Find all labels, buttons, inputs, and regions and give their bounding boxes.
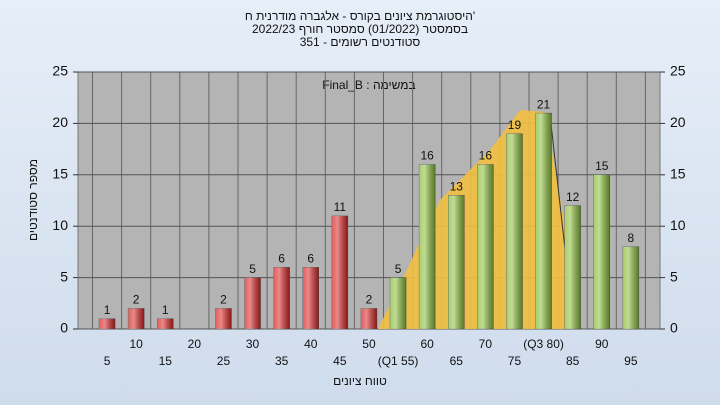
- x-tick-label: 95: [624, 354, 638, 368]
- value-label: 1: [104, 303, 111, 317]
- x-tick-label: 25: [217, 354, 231, 368]
- x-tick-label: 60: [420, 337, 434, 351]
- bar-shade: [390, 277, 407, 329]
- value-label: 11: [334, 200, 347, 214]
- y-tick-label: 5: [60, 268, 68, 284]
- bar-shade: [506, 133, 523, 329]
- chart-subtitle: סטודנטים רשומים - 351: [300, 35, 421, 49]
- y2-tick-label: 5: [670, 268, 678, 284]
- x-tick-label: 40: [304, 337, 318, 351]
- x-tick-label: 70: [479, 337, 493, 351]
- y2-tick-label: 10: [670, 217, 686, 233]
- x-axis-label: טווח ציונים: [333, 374, 387, 388]
- y-axis-label: מספר סטודנטים: [26, 159, 40, 241]
- value-label: 6: [278, 251, 285, 265]
- bar-shade: [477, 164, 494, 329]
- value-label: 13: [450, 180, 464, 194]
- y-tick-label: 15: [52, 166, 68, 182]
- value-label: 16: [420, 149, 434, 163]
- bar-shade: [622, 246, 639, 329]
- y2-tick-label: 20: [670, 114, 686, 130]
- value-label: 2: [220, 293, 227, 307]
- x-tick-label: 35: [275, 354, 289, 368]
- x-tick-label: 75: [508, 354, 522, 368]
- y-tick-label: 20: [52, 114, 68, 130]
- bar-shade: [593, 174, 610, 329]
- bar-shade: [448, 195, 465, 329]
- value-label: 6: [307, 251, 314, 265]
- bar-shade: [564, 205, 581, 329]
- value-label: 5: [249, 262, 256, 276]
- y-tick-label: 25: [52, 63, 68, 79]
- bar-shade: [244, 277, 261, 329]
- x-tick-label: 45: [333, 354, 347, 368]
- x-tick-label: 30: [246, 337, 260, 351]
- value-label: 15: [595, 159, 609, 173]
- x-tick-label: 50: [362, 337, 376, 351]
- y2-tick-label: 15: [670, 166, 686, 182]
- x-tick-label: 90: [595, 337, 609, 351]
- bar-shade: [419, 164, 436, 329]
- y-tick-label: 0: [60, 320, 68, 336]
- quartile-line: [549, 114, 567, 259]
- bar-shade: [273, 267, 290, 329]
- value-label: 1: [162, 303, 169, 317]
- x-tick-label: 15: [159, 354, 173, 368]
- value-label: 19: [508, 118, 522, 132]
- y-tick-label: 10: [52, 217, 68, 233]
- x-tick-label: 5: [104, 354, 111, 368]
- bar-shade: [157, 318, 174, 329]
- bar-shade: [215, 308, 232, 329]
- value-label: 16: [479, 149, 493, 163]
- value-label: 5: [395, 262, 402, 276]
- y2-tick-label: 25: [670, 63, 686, 79]
- annotation: במשימה : Final_B: [322, 78, 415, 92]
- value-label: 2: [366, 293, 373, 307]
- value-label: 8: [628, 231, 635, 245]
- bar-shade: [99, 318, 116, 329]
- bar-shade: [331, 215, 348, 329]
- value-label: 21: [537, 97, 551, 111]
- x-tick-label: (Q3 80): [523, 337, 564, 351]
- bar-shade: [302, 267, 319, 329]
- chart-subtitle: בסמסטר (01/2022) סמסטר חורף 2022/23: [252, 22, 468, 36]
- bar-shade: [128, 308, 145, 329]
- value-label: 2: [133, 293, 140, 307]
- y2-tick-label: 0: [670, 320, 678, 336]
- x-tick-label: 10: [129, 337, 143, 351]
- chart-title: 'היסטוגרמת ציונים בקורס - אלגברה מודרנית…: [245, 9, 475, 23]
- bar-shade: [535, 113, 552, 330]
- bar-shade: [360, 308, 377, 329]
- x-tick-label: 65: [450, 354, 464, 368]
- x-tick-label: 20: [188, 337, 202, 351]
- value-label: 12: [566, 190, 580, 204]
- x-tick-label: (Q1 55): [378, 354, 419, 368]
- x-tick-label: 85: [566, 354, 580, 368]
